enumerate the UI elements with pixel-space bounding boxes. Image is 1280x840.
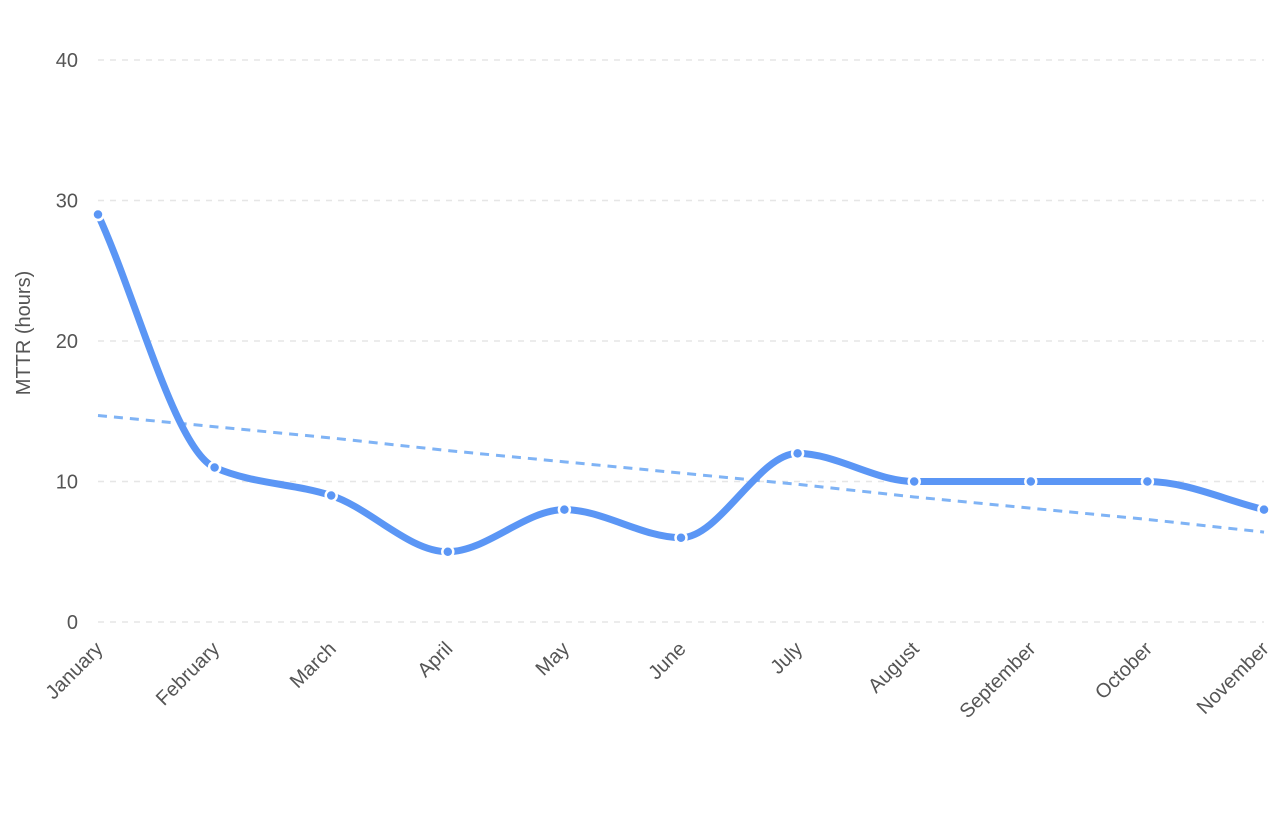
x-axis-tick-labels: January February March April May June July Augu…	[42, 638, 1274, 723]
y-axis-tick-labels: 0 10 20 30 40	[56, 50, 78, 634]
data-point-marker[interactable]	[907, 474, 921, 489]
data-point-marker[interactable]	[441, 545, 455, 559]
data-point-marker[interactable]	[790, 446, 805, 461]
x-tick-label: March	[286, 638, 341, 693]
x-tick-label: April	[413, 638, 457, 682]
horizontal-gridlines	[98, 59, 1264, 623]
mttr-series-line	[94, 211, 1268, 556]
series-layer	[91, 207, 1271, 559]
data-point-marker[interactable]	[207, 460, 222, 475]
x-tick-label: September	[956, 638, 1041, 723]
x-tick-label: June	[644, 638, 690, 684]
y-tick-label: 10	[56, 472, 78, 494]
y-tick-label: 40	[56, 50, 78, 72]
data-point-marker[interactable]	[1140, 474, 1155, 489]
data-point-marker[interactable]	[557, 502, 572, 517]
x-tick-label: August	[864, 638, 924, 698]
x-tick-label: January	[42, 638, 108, 704]
y-tick-label: 0	[67, 612, 78, 634]
x-tick-label: November	[1193, 638, 1274, 719]
data-point-marker[interactable]	[91, 207, 105, 222]
x-tick-label: May	[532, 638, 574, 680]
x-tick-label: July	[766, 638, 807, 679]
x-tick-label: October	[1091, 638, 1157, 704]
data-point-marker[interactable]	[1257, 502, 1271, 517]
data-point-marker[interactable]	[1024, 474, 1038, 489]
y-axis-title: MTTR (hours)	[13, 271, 35, 395]
y-tick-label: 20	[56, 331, 78, 353]
y-tick-label: 30	[56, 191, 78, 213]
data-point-marker[interactable]	[324, 488, 338, 503]
trend-line	[97, 413, 1265, 534]
data-point-marker[interactable]	[674, 530, 688, 545]
x-tick-label: February	[152, 638, 224, 710]
